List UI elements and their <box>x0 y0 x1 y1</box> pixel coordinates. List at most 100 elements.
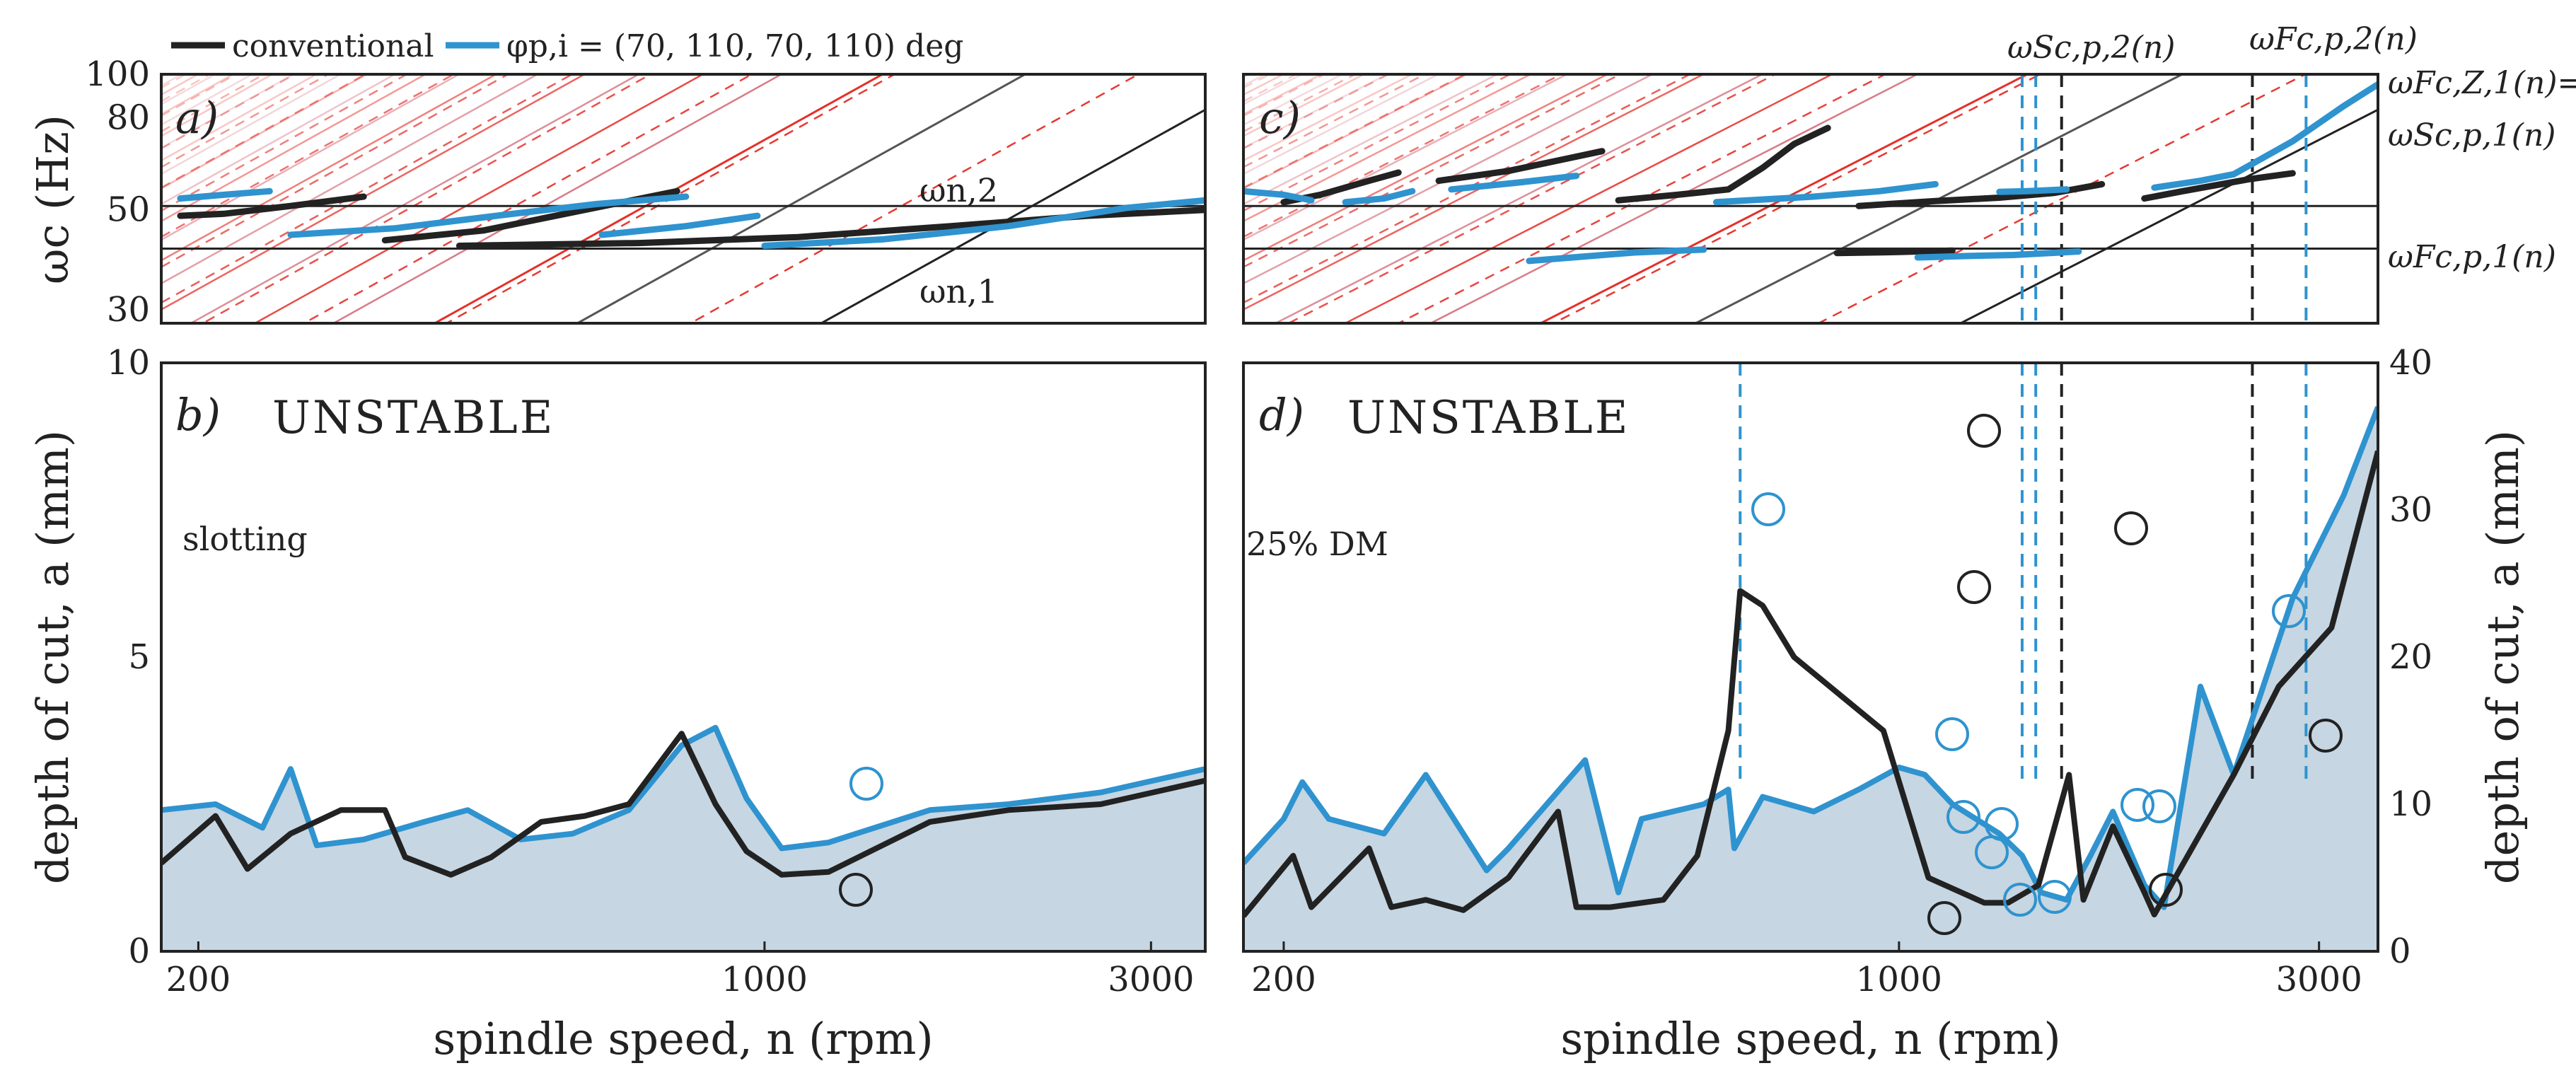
conventional-frequency-segment <box>1855 180 2106 209</box>
y-top-tick-label: 80 <box>107 98 150 138</box>
x-axis-title-left: spindle speed, n (rpm) <box>433 1013 933 1064</box>
harmonic-solid-line <box>1243 0 2378 69</box>
x-tick-label: 200 <box>1251 960 1316 999</box>
conventional-stability-lobe <box>161 731 1205 878</box>
harmonic-solid-line <box>1243 74 1610 262</box>
conventional-rotation-marker <box>2114 511 2148 545</box>
harmonic-dashed-line <box>161 74 330 168</box>
harmonic-dashed-line <box>1243 74 1623 268</box>
harmonic-dashed-line <box>1243 0 2378 4</box>
harmonic-solid-line <box>1243 0 2378 1</box>
harmonic-solid-line <box>1243 74 1441 175</box>
harmonic-dashed-line <box>161 0 1205 22</box>
harmonic-solid-line <box>161 74 274 137</box>
harmonic-solid-line <box>161 74 498 262</box>
x-tick-label: 3000 <box>1108 960 1194 999</box>
variable-frequency-segment <box>1526 246 1707 265</box>
harmonic-solid-line <box>1243 0 2378 18</box>
conventional-rotation-marker <box>1957 570 1991 604</box>
y-bottom-left-tick-label: 5 <box>128 637 150 677</box>
y-bottom-right-tick-label: 10 <box>2389 784 2432 824</box>
variable-rotation-marker <box>2272 594 2306 628</box>
x-axis-title-right: spindle speed, n (rpm) <box>1560 1013 2060 1064</box>
variable-rotation-marker <box>1935 717 1969 751</box>
x-tick-label: 1000 <box>1856 960 1942 999</box>
harmonic-dashed-line <box>161 0 1205 4</box>
panel-b-note: slotting <box>182 520 308 558</box>
panel-b-label: b) <box>175 389 221 441</box>
variable-stability-lobe <box>161 724 1205 852</box>
variable-frequency-segment <box>1342 187 1416 206</box>
harmonic-solid-line <box>1243 74 1367 137</box>
harmonic-solid-line <box>1243 74 1705 311</box>
variable-frequency-segment <box>1996 186 2070 195</box>
variable-frequency-segment <box>761 197 1205 249</box>
conventional-rotation-marker <box>2309 719 2343 753</box>
harmonic-dashed-line <box>1243 74 1692 304</box>
y-axis-title-bottom-left: depth of cut, a (mm) <box>27 430 79 884</box>
variable-rotation-marker <box>1751 492 1785 526</box>
conventional-rotation-marker <box>2149 873 2183 907</box>
panel-a-frame <box>160 73 1207 325</box>
harmonic-solid-line <box>161 0 1205 6</box>
variable-rotation-marker <box>2038 880 2072 914</box>
harmonic-dashed-line <box>1243 0 2378 32</box>
harmonic-dashed-line <box>444 74 897 323</box>
panel-d-vertical-lines <box>1739 363 2308 787</box>
panel-b-frame <box>160 361 1207 953</box>
panel-a-frequency-chart <box>160 0 1207 325</box>
panel-d-label: d) <box>1259 389 1304 441</box>
panel-c-annot-f-p2: ωFc,p,2(n) <box>2249 21 2418 57</box>
axis-ticks: 200 1000 3000 200 1000 3000100805030105040302… <box>85 54 2432 999</box>
harmonic-solid-line <box>1693 74 2185 323</box>
x-tick-label: 3000 <box>2276 960 2362 999</box>
harmonic-dashed-line <box>161 0 1205 32</box>
panel-c-frame <box>1242 73 2379 325</box>
y-bottom-left-tick-label: 10 <box>107 343 150 383</box>
panel-d-rotation-markers <box>1751 414 2343 935</box>
harmonic-solid-line <box>1243 0 2378 61</box>
harmonic-solid-line <box>1243 0 2378 38</box>
harmonic-solid-line <box>161 74 540 284</box>
harmonic-solid-line <box>1273 74 1765 323</box>
harmonic-dashed-line <box>1243 74 1564 238</box>
legend-variable-label: φp,i = (70, 110, 70, 110) deg <box>506 28 963 64</box>
harmonic-solid-line <box>1243 74 1469 190</box>
harmonic-solid-line <box>575 74 1028 323</box>
variable-frequency-segment <box>1448 173 1580 193</box>
panel-b-region-label: UNSTABLE <box>272 392 555 444</box>
panel-c-annot-f-p1: ωFc,p,1(n) <box>2388 239 2556 275</box>
harmonic-solid-line <box>253 74 705 323</box>
harmonic-solid-line <box>1243 74 1345 126</box>
panel-b-curves <box>161 724 1205 878</box>
variable-frequency-segment <box>1914 248 2082 261</box>
variable-frequency-segment <box>1713 180 1939 206</box>
harmonic-dashed-line <box>1396 74 1888 323</box>
variable-frequency-segment <box>598 212 761 238</box>
panel-c-annot-s-p2: ωSc,p,2(n) <box>2007 30 2175 66</box>
panel-d-region-label: UNSTABLE <box>1347 392 1630 444</box>
unstable-region-fill <box>161 727 1205 951</box>
harmonic-dashed-line <box>1243 0 2378 42</box>
harmonic-solid-line <box>1343 74 1834 323</box>
harmonic-solid-line <box>1243 0 2378 25</box>
harmonic-dashed-line <box>1243 74 1248 76</box>
variable-frequency-segment <box>2151 170 2237 191</box>
conventional-frequency-segment <box>1435 148 1606 185</box>
conventional-frequency-segment <box>1833 247 1956 257</box>
variable-frequency-segment <box>2230 81 2378 178</box>
conventional-rotation-marker <box>839 873 873 907</box>
harmonic-solid-line <box>1243 0 2378 53</box>
legend-conventional-label: conventional <box>232 28 434 64</box>
harmonic-solid-line <box>1243 74 1268 87</box>
harmonic-dashed-line <box>1243 74 1512 212</box>
panel-c-label: c) <box>1259 92 1301 144</box>
conventional-rotation-marker <box>1967 414 2001 448</box>
conventional-stability-lobe <box>1243 450 2378 918</box>
x-tick-label: 200 <box>166 960 231 999</box>
harmonic-solid-line <box>432 74 885 323</box>
variable-rotation-marker <box>849 767 883 801</box>
panel-a-label: a) <box>175 92 219 144</box>
conventional-frequency-segment <box>177 193 367 219</box>
panel-c-annot-f-z1-line2: ωSc,p,1(n) <box>2388 117 2555 153</box>
